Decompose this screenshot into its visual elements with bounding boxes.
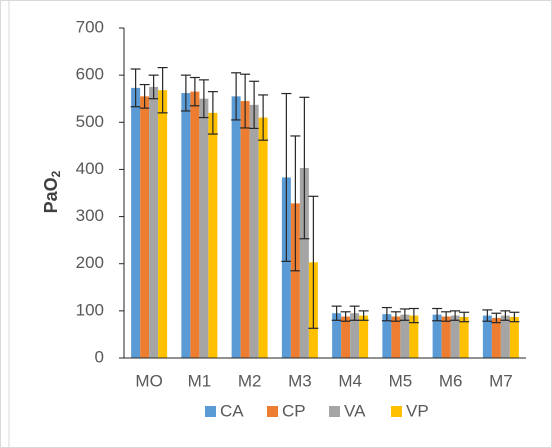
bar xyxy=(432,314,442,358)
y-tick-label: 700 xyxy=(76,17,104,36)
y-label-main: PaO xyxy=(41,177,61,213)
bar xyxy=(359,315,369,358)
legend-swatch xyxy=(391,406,402,417)
y-tick-label: 600 xyxy=(76,65,104,84)
y-label-sub: 2 xyxy=(49,170,63,177)
x-tick-label: M4 xyxy=(338,371,362,390)
x-tick-label: MO xyxy=(135,371,162,390)
legend-swatch xyxy=(267,406,278,417)
x-tick-label: M6 xyxy=(439,371,463,390)
legend-label: VA xyxy=(344,401,366,420)
bar xyxy=(158,90,168,358)
legend-label: VP xyxy=(406,401,429,420)
bar xyxy=(249,104,259,358)
bar xyxy=(149,86,159,358)
bar xyxy=(332,313,342,358)
bar xyxy=(258,117,268,358)
bar xyxy=(131,87,141,358)
bar xyxy=(441,316,451,358)
bar xyxy=(190,91,200,359)
x-tick-label: M2 xyxy=(238,371,262,390)
y-tick-label: 200 xyxy=(76,253,104,272)
x-tick-label: M5 xyxy=(389,371,413,390)
bar xyxy=(459,316,469,358)
y-tick-label: 100 xyxy=(76,300,104,319)
bar xyxy=(500,315,510,358)
bar xyxy=(491,317,501,358)
bar xyxy=(231,96,241,358)
y-axis-label: PaO2 xyxy=(41,170,63,213)
bar xyxy=(240,101,250,359)
x-tick-label: M1 xyxy=(188,371,212,390)
y-tick-label: 300 xyxy=(76,206,104,225)
bar xyxy=(391,316,401,358)
bar xyxy=(482,315,492,358)
bar xyxy=(509,316,519,358)
x-tick-label: M3 xyxy=(288,371,312,390)
bar xyxy=(208,112,218,358)
legend-label: CP xyxy=(282,401,306,420)
bar xyxy=(409,315,419,358)
bar xyxy=(350,313,360,358)
bar xyxy=(281,177,291,358)
y-tick-label: 400 xyxy=(76,159,104,178)
legend-label: CA xyxy=(220,401,244,420)
bar xyxy=(400,314,410,358)
y-tick-label: 0 xyxy=(95,347,104,366)
bar xyxy=(140,96,150,358)
bar xyxy=(341,316,351,358)
bar xyxy=(290,203,300,358)
y-tick-label: 500 xyxy=(76,112,104,131)
legend-swatch xyxy=(329,406,340,417)
bar xyxy=(199,98,209,358)
bar xyxy=(299,168,309,358)
bar xyxy=(450,315,460,358)
bar xyxy=(181,93,191,359)
legend-swatch xyxy=(205,406,216,417)
bar xyxy=(382,314,392,358)
x-tick-label: M7 xyxy=(489,371,513,390)
